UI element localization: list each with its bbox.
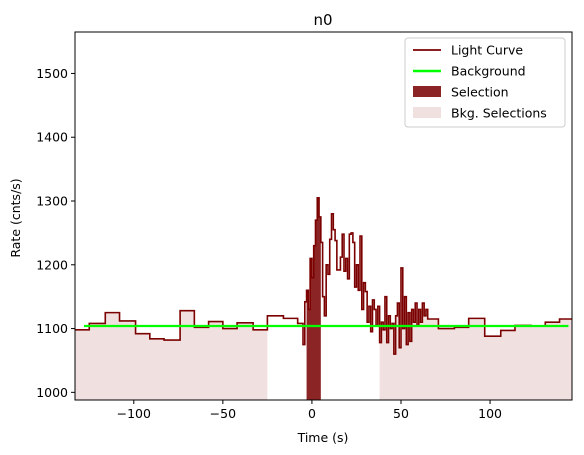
selection-region (306, 197, 321, 400)
bkg-selection-region-1 (75, 310, 268, 400)
legend-swatch-bkg-selections (413, 107, 441, 118)
x-axis-label: Time (s) (297, 430, 349, 445)
y-tick-label-1100: 1100 (36, 321, 68, 336)
legend: Light Curve Background Selection Bkg. Selec… (404, 37, 566, 128)
legend-box (404, 37, 566, 128)
plot-area (75, 197, 572, 400)
bkg-selection-region-2 (379, 267, 572, 400)
legend-label-light-curve: Light Curve (451, 43, 523, 58)
y-tick-label-1500: 1500 (36, 66, 68, 81)
y-tick-label-1300: 1300 (36, 194, 68, 209)
legend-swatch-selection (413, 86, 441, 97)
x-tick-label--100: −100 (117, 406, 151, 421)
legend-label-bkg-selections: Bkg. Selections (451, 106, 547, 121)
axes-frame (74, 31, 573, 401)
legend-label-background: Background (451, 64, 526, 79)
x-tick-label-50: 50 (393, 406, 409, 421)
legend-label-selection: Selection (451, 85, 509, 100)
light-curve-line (75, 197, 572, 355)
x-tick-label-100: 100 (478, 406, 502, 421)
x-tick-label--50: −50 (210, 406, 236, 421)
y-axis-label: Rate (cnts/s) (8, 178, 23, 257)
y-tick-label-1200: 1200 (36, 257, 68, 272)
x-tick-label-0: 0 (308, 406, 316, 421)
y-tick-label-1400: 1400 (36, 130, 68, 145)
y-tick-label-1000: 1000 (36, 385, 68, 400)
chart-title: n0 (313, 11, 332, 29)
